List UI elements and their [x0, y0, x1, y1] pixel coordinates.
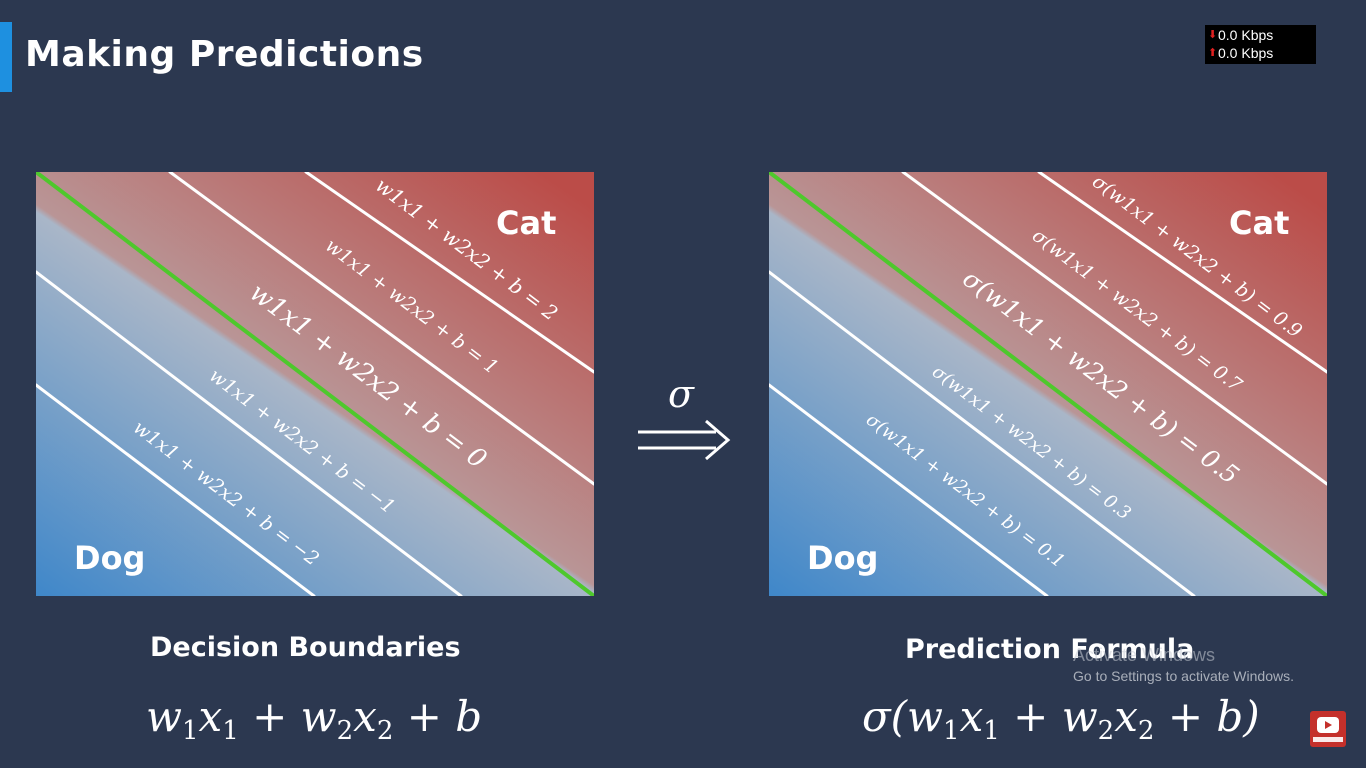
- caption-prediction-formula: Prediction Formula: [905, 634, 1195, 665]
- download-speed: 0.0 Kbps: [1218, 27, 1274, 43]
- class-label-dog: Dog: [74, 539, 145, 577]
- upload-arrow-icon: ⬆: [1208, 47, 1218, 59]
- title-accent-bar: [0, 22, 12, 92]
- network-speed-widget: ⬇ 0.0 Kbps ⬆ 0.0 Kbps: [1205, 25, 1316, 64]
- implies-arrow-icon: [638, 419, 731, 461]
- class-label-dog: Dog: [807, 539, 878, 577]
- linear-formula: w1x1 + w2x2 + b: [146, 692, 483, 746]
- class-label-cat: Cat: [1229, 204, 1289, 242]
- activation-watermark-title: Activate Windows: [1073, 645, 1216, 665]
- page-title: Making Predictions: [25, 34, 424, 75]
- prediction-formula-svg: σ(w1x1 + w2x2 + b) = 0.9 σ(w1x1 + w2x2 +…: [769, 172, 1327, 596]
- decision-boundaries-svg: w1x1 + w2x2 + b = 2 w1x1 + w2x2 + b = 1 …: [36, 172, 594, 596]
- prediction-formula-plot: σ(w1x1 + w2x2 + b) = 0.9 σ(w1x1 + w2x2 +…: [769, 172, 1327, 596]
- activation-watermark-hint: Go to Settings to activate Windows.: [1073, 668, 1294, 684]
- download-arrow-icon: ⬇: [1208, 29, 1218, 41]
- decision-boundaries-plot: w1x1 + w2x2 + b = 2 w1x1 + w2x2 + b = 1 …: [36, 172, 594, 596]
- youtube-subscribe-icon[interactable]: [1310, 711, 1346, 747]
- sigmoid-formula: σ(w1x1 + w2x2 + b): [862, 692, 1260, 746]
- caption-decision-boundaries: Decision Boundaries: [150, 632, 461, 663]
- class-label-cat: Cat: [496, 204, 556, 242]
- upload-speed: 0.0 Kbps: [1218, 45, 1274, 61]
- sigma-label: σ: [668, 372, 694, 416]
